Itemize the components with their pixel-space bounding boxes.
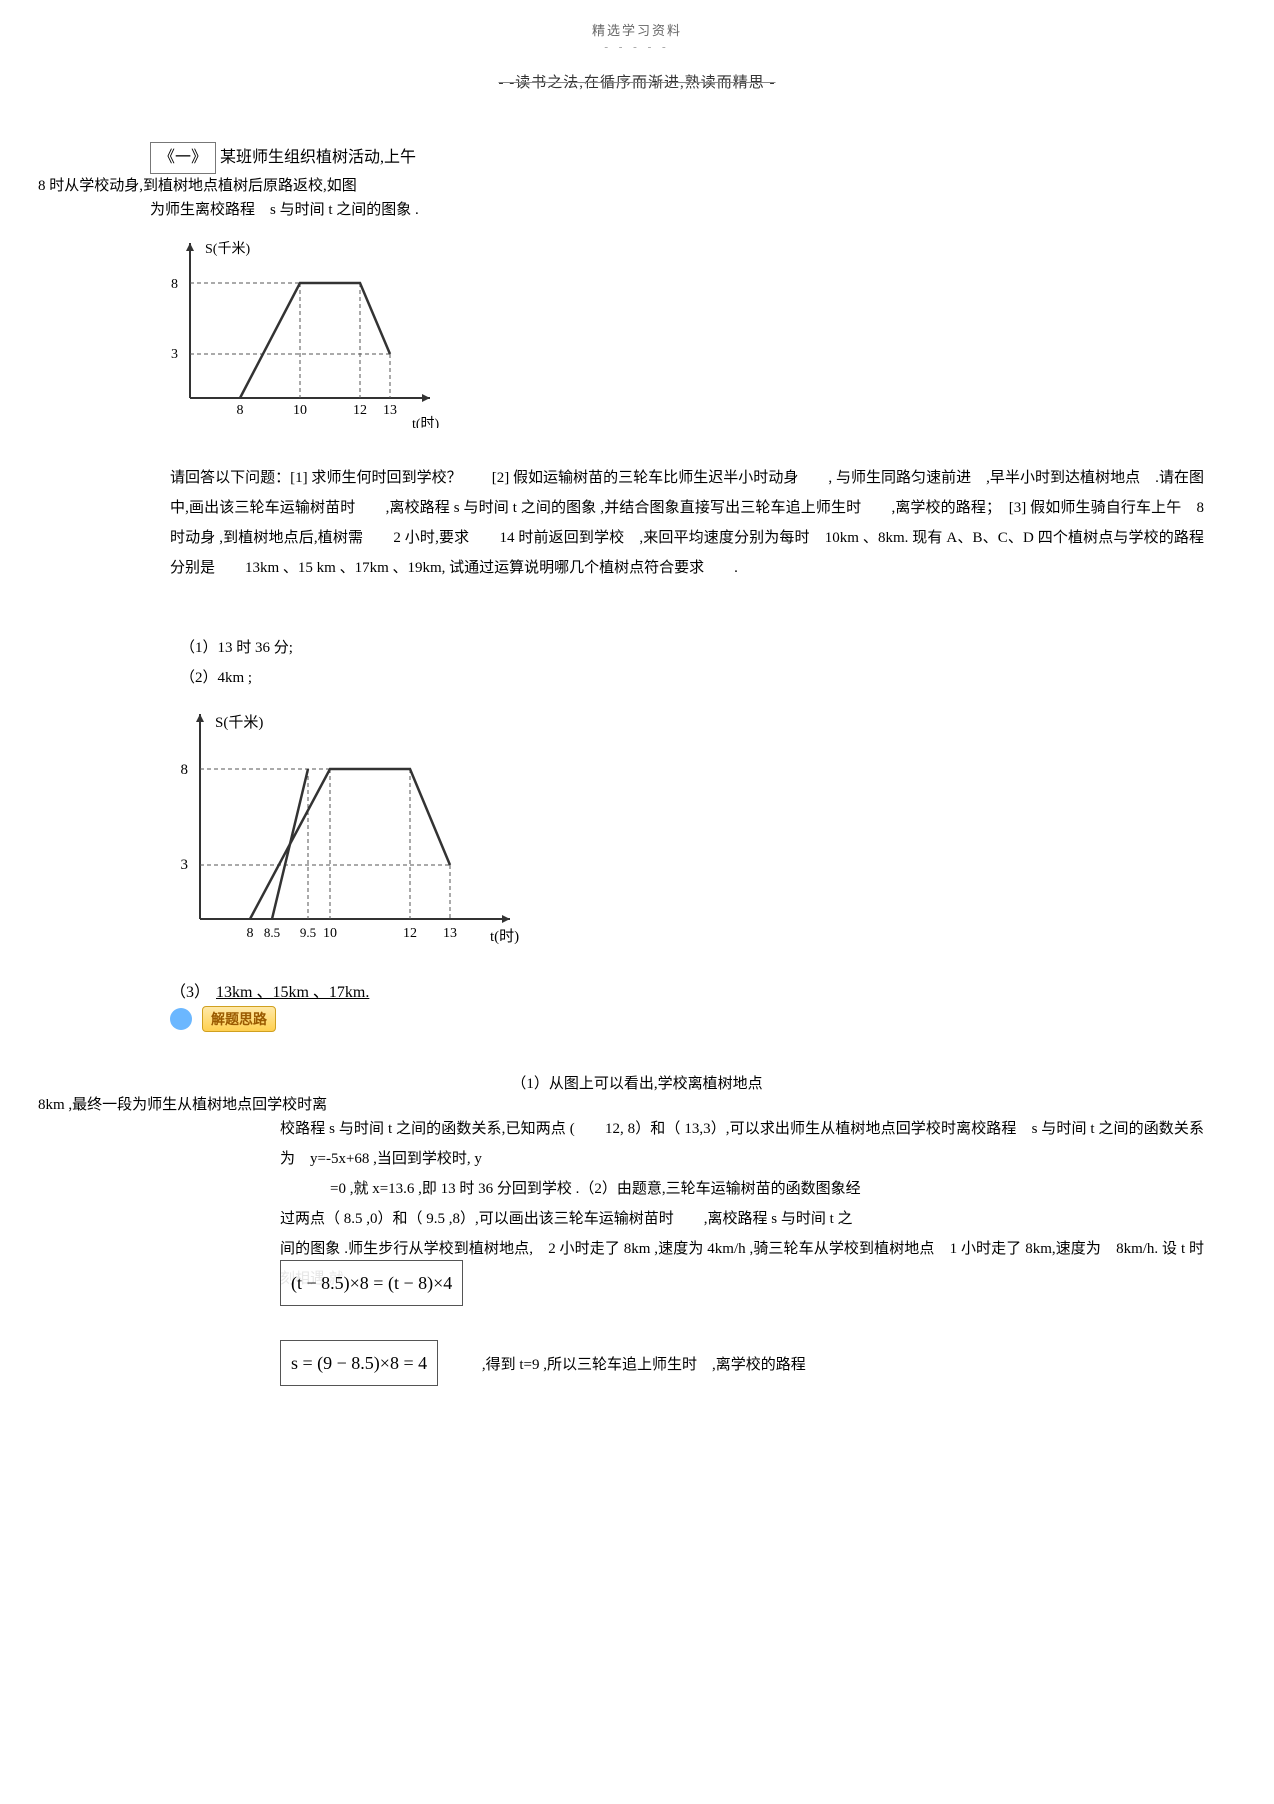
problem-questions: 请回答以下问题：[1] 求师生何时回到学校？ [2] 假如运输树苗的三轮车比师生…	[170, 463, 1204, 583]
chart1: 3 8 8 10 12 13 S(千米) t(时)	[150, 228, 1244, 433]
formula-row-2: s = (9 − 8.5)×8 = 4 ,得到 t=9 ,所以三轮车追上师生时 …	[280, 1340, 1204, 1386]
chart1-xtick-13: 13	[383, 403, 397, 418]
doc-header: 精选学习资料	[30, 20, 1244, 39]
chart2-xtick-95: 9.5	[300, 925, 316, 940]
doc-subheader: - - - - -	[30, 41, 1244, 53]
badge-icon	[170, 1008, 192, 1030]
chart1-xlabel: t(时)	[412, 416, 440, 428]
chart2-xtick-12: 12	[403, 926, 417, 941]
chart1-ylabel: S(千米)	[205, 241, 250, 257]
chart2-xtick-85: 8.5	[264, 925, 280, 940]
chart2-xtick-8: 8	[247, 926, 254, 941]
solution-badge: 解题思路	[202, 1006, 276, 1032]
problem-line2: 8 时从学校动身,到植树地点植树后原路返校,如图	[38, 174, 1244, 198]
explain-p1: 校路程 s 与时间 t 之间的函数关系,已知两点 ( 12, 8）和（ 13,3…	[280, 1114, 1204, 1174]
problem-first-line: 《一》 某班师生组织植树活动,上午	[150, 142, 1244, 174]
formula-row-1: (t − 8.5)×8 = (t − 8)×4	[280, 1294, 1204, 1340]
formula-1: (t − 8.5)×8 = (t − 8)×4	[280, 1260, 463, 1306]
doc-motto: - -读书之法,在循序而渐进,熟读而精思 -	[30, 71, 1244, 92]
chart2-xlabel: t(时)	[490, 928, 519, 945]
chart2-ytick-8: 8	[181, 762, 189, 778]
chart1-ytick-8: 8	[171, 277, 178, 292]
answers: （1）13 时 36 分; （2）4km ;	[180, 633, 1244, 693]
chart1-ytick-3: 3	[171, 347, 178, 362]
chart2-ytick-3: 3	[181, 857, 189, 873]
chart2: S(千米) t(时) 3 8 8 8.5 9.5 10 12 13	[150, 699, 1244, 964]
chart1-xtick-8: 8	[237, 403, 244, 418]
chart2-xtick-10: 10	[323, 926, 337, 941]
chart1-xtick-10: 10	[293, 403, 307, 418]
answer-1: （1）13 时 36 分;	[180, 633, 1244, 663]
chart2-ylabel: S(千米)	[215, 714, 263, 731]
answer-3: 13km 、15km 、17km.	[216, 978, 369, 1002]
explain-tail: ,得到 t=9 ,所以三轮车追上师生时 ,离学校的路程	[482, 1357, 806, 1373]
chart1-svg: 3 8 8 10 12 13 S(千米) t(时)	[150, 228, 450, 428]
problem-line3: 为师生离校路程 s 与时间 t 之间的图象 .	[150, 198, 1244, 222]
explain-p3: 过两点（ 8.5 ,0）和（ 9.5 ,8）,可以画出该三轮车运输树苗时 ,离校…	[280, 1204, 1204, 1234]
explain-left-1: 8km ,最终一段为师生从植树地点回学校时离	[38, 1093, 1244, 1114]
explain-center-1: （1）从图上可以看出,学校离植树地点	[30, 1072, 1244, 1093]
answer-3-row: （3） 13km 、15km 、17km.	[170, 978, 1244, 1002]
chart1-xtick-12: 12	[353, 403, 367, 418]
answer-2: （2）4km ;	[180, 663, 1244, 693]
chart2-xtick-13: 13	[443, 926, 457, 941]
problem-line1: 某班师生组织植树活动,上午	[220, 149, 416, 166]
explain-p2: =0 ,就 x=13.6 ,即 13 时 36 分回到学校 .（2）由题意,三轮…	[330, 1174, 1204, 1204]
content-area: 《一》 某班师生组织植树活动,上午 8 时从学校动身,到植树地点植树后原路返校,…	[30, 142, 1244, 1386]
problem-tag: 《一》	[150, 142, 216, 174]
badge-row: 解题思路	[170, 1006, 1244, 1032]
answer-3-prefix: （3）	[170, 978, 210, 1002]
formula-2: s = (9 − 8.5)×8 = 4	[280, 1340, 438, 1386]
page: 精选学习资料 - - - - - - -读书之法,在循序而渐进,熟读而精思 - …	[0, 0, 1274, 1446]
chart2-svg: S(千米) t(时) 3 8 8 8.5 9.5 10 12 13	[150, 699, 530, 959]
